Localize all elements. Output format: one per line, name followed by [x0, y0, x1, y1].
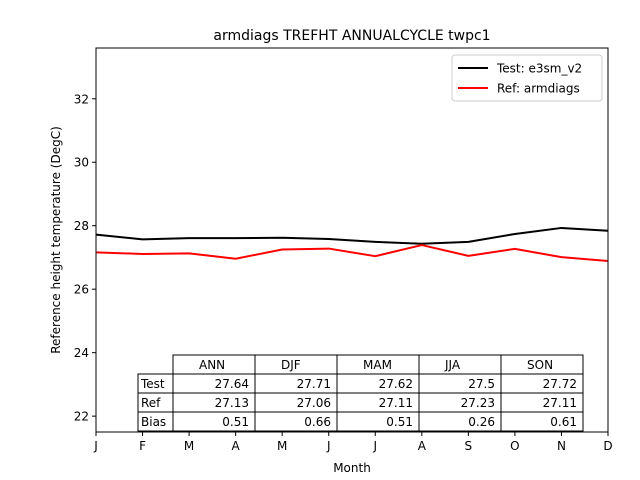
table-col-header: MAM — [363, 358, 392, 372]
table-cell-value: 27.11 — [379, 396, 413, 410]
plot-frame — [95, 47, 609, 433]
table-cell-value: 27.23 — [461, 396, 495, 410]
table-cell-value: 27.62 — [379, 377, 413, 391]
y-tick-label: 28 — [74, 219, 89, 233]
chart-title: armdiags TREFHT ANNUALCYCLE twpc1 — [213, 28, 490, 44]
y-tick-label: 22 — [74, 410, 89, 424]
table-cell-value: 0.51 — [222, 415, 249, 429]
series-line-1 — [95, 226, 609, 245]
legend-label: Test: e3sm_v2 — [496, 62, 582, 76]
x-tick-label: M — [184, 439, 194, 453]
y-tick-label: 32 — [74, 92, 89, 106]
table-col-header: SON — [527, 358, 553, 372]
table-cell-value: 27.71 — [297, 377, 331, 391]
table-cell-value: 27.06 — [297, 396, 331, 410]
x-tick-label: J — [326, 439, 331, 453]
x-tick-label: A — [418, 439, 427, 453]
table-cell-value: 0.61 — [550, 415, 577, 429]
legend-box — [451, 54, 603, 102]
y-tick-label: 30 — [74, 156, 89, 170]
y-tick-label: 24 — [74, 346, 89, 360]
legend-label: Ref: armdiags — [497, 82, 580, 96]
legend: Test: e3sm_v2 Ref: armdiags — [451, 54, 603, 102]
table-cell-value: 27.13 — [215, 396, 249, 410]
table-cell-value: 27.5 — [468, 377, 495, 391]
table-cell-value: 27.64 — [215, 377, 249, 391]
x-tick-label: A — [232, 439, 241, 453]
x-tick-label: O — [510, 439, 519, 453]
table-cell-value: 27.11 — [543, 396, 577, 410]
table-col-header: JJA — [444, 358, 461, 372]
x-axis-label: Month — [333, 461, 371, 475]
x-tick-label: N — [557, 439, 566, 453]
series-line-2 — [95, 244, 609, 262]
table-cell-value: 0.51 — [386, 415, 413, 429]
x-tick-label: J — [372, 439, 377, 453]
table-cell — [500, 411, 584, 432]
x-tick-label: M — [277, 439, 287, 453]
x-tick-label: D — [603, 439, 612, 453]
table-cell-value: 0.26 — [468, 415, 495, 429]
table-cell-value: 0.66 — [304, 415, 331, 429]
table-col-header: DJF — [281, 358, 301, 372]
table-row-label: Ref — [141, 396, 161, 410]
table-row-label: Test — [140, 377, 165, 391]
table-col-header: ANN — [199, 358, 225, 372]
table-cell-value: 27.72 — [543, 377, 577, 391]
x-tick-label: S — [465, 439, 473, 453]
x-tick-label: J — [93, 439, 98, 453]
table-row-label: Bias — [141, 415, 166, 429]
y-tick-label: 26 — [74, 283, 89, 297]
stats-table: ANN DJF MAM JJA SON Test 27.64 27.71 27.62 27.5 27… — [137, 354, 584, 432]
x-tick-label: F — [139, 439, 146, 453]
y-axis-label: Reference height temperature (DegC) — [49, 126, 63, 354]
